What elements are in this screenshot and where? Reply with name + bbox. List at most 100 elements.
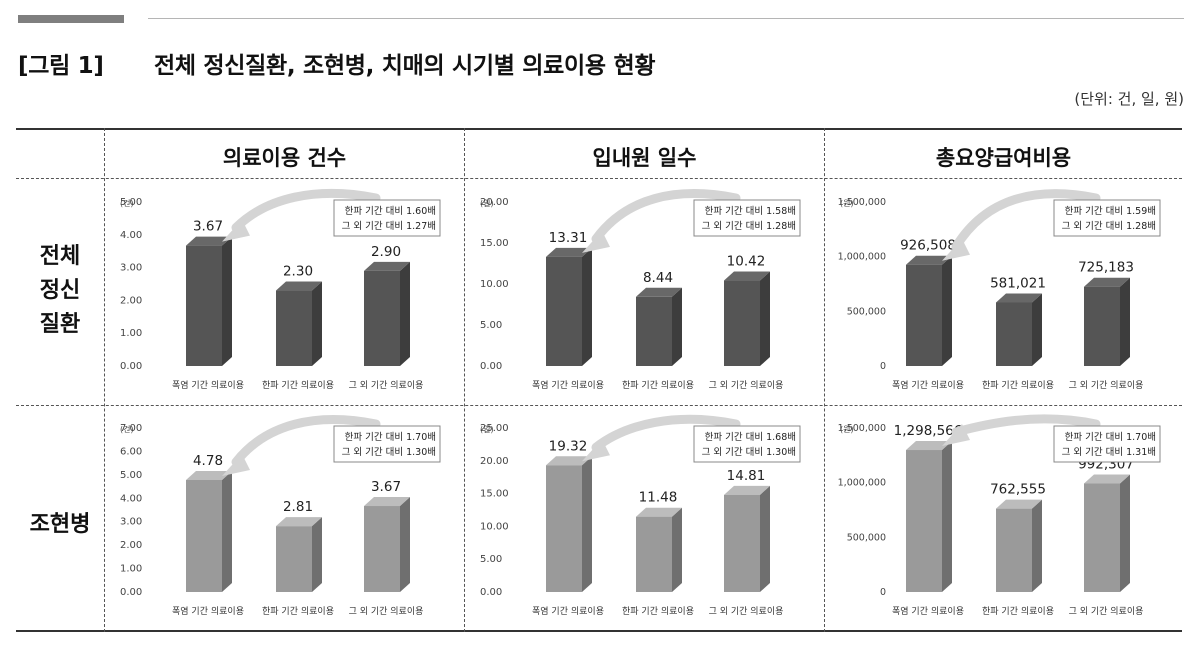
bar [636, 296, 672, 366]
annotation-box [333, 425, 441, 463]
arrow-curve [951, 189, 1101, 252]
bar-side [1120, 474, 1130, 592]
figure-title: [그림 1] 전체 정신질환, 조현병, 치매의 시기별 의료이용 현황 [18, 46, 655, 80]
bar-top [724, 271, 770, 281]
category-label: 폭염 기간 의료이용 [172, 606, 244, 617]
y-tick-label: 0.00 [480, 587, 502, 598]
data-label: 10.42 [727, 254, 766, 270]
category-label: 한파 기간 의료이용 [262, 380, 334, 391]
column-header-cost: 총요양급여비용 [935, 146, 1072, 170]
data-label: 2.30 [283, 264, 313, 280]
bar-chart: (일) 0.00 5.00 10.00 15.00 20.00 25.00 19.32 폭염 기… [480, 414, 801, 617]
y-tick-label: 3.00 [120, 517, 142, 528]
column-header-visits: 의료이용 건수 [222, 146, 347, 170]
y-tick-label: 1,000,000 [838, 252, 886, 263]
category-label: 폭염 기간 의료이용 [892, 380, 964, 391]
bar-top [546, 456, 592, 466]
bar-side [760, 271, 770, 366]
arrow-curve [231, 188, 381, 233]
annotation-box [693, 199, 801, 237]
accent-bar [18, 15, 124, 23]
category-label: 한파 기간 의료이용 [262, 606, 334, 617]
y-tick-label: 4.00 [120, 230, 142, 241]
bar [186, 245, 222, 366]
bar [996, 508, 1032, 592]
y-tick-label: 0 [880, 361, 886, 372]
bar-top [186, 471, 232, 481]
bar [906, 450, 942, 592]
row-separator [16, 405, 1182, 406]
y-tick-label: 25.00 [480, 423, 509, 434]
bar [276, 290, 312, 366]
bar-top [636, 507, 682, 517]
row-header-line: 정신 [39, 278, 81, 303]
arrow-head [222, 219, 250, 242]
y-tick-label: 5.00 [480, 554, 502, 565]
y-tick-label: 6.00 [120, 446, 142, 457]
category-label: 폭염 기간 의료이용 [532, 606, 604, 617]
data-label: 725,183 [1078, 260, 1134, 276]
annotation-line: 그 외 기간 대비 1.28배 [702, 220, 796, 232]
annotation-box [333, 199, 441, 237]
bar-side [1120, 277, 1130, 366]
y-tick-label: 1,500,000 [838, 197, 886, 208]
arrow-curve [951, 414, 1101, 437]
bar-side [312, 281, 322, 366]
bar [186, 480, 222, 592]
category-label: 그 외 기간 의료이용 [1069, 605, 1144, 617]
arrow-head [942, 424, 970, 447]
annotation-box [693, 425, 801, 463]
category-label: 그 외 기간 의료이용 [349, 605, 424, 617]
data-label: 19.32 [549, 438, 588, 454]
data-label: 4.78 [193, 453, 223, 469]
data-label: 3.67 [371, 479, 401, 495]
y-unit-label: (원) [840, 199, 854, 208]
annotation-box [1053, 425, 1161, 463]
row-header-line: 전체 [39, 244, 81, 269]
bar-chart: (원) 0 500,000 1,000,000 1,500,000 926,508 폭염 기… [838, 189, 1161, 391]
y-unit-label: (건) [120, 198, 134, 208]
arrow-curve [591, 189, 741, 244]
category-label: 폭염 기간 의료이용 [892, 606, 964, 617]
annotation-line: 그 외 기간 대비 1.30배 [342, 446, 436, 458]
bar-side [760, 485, 770, 592]
data-label: 14.81 [727, 468, 766, 484]
y-tick-label: 0.00 [120, 361, 142, 372]
y-unit-label: (건) [120, 424, 134, 434]
y-tick-label: 1,500,000 [838, 423, 886, 434]
annotation-line: 그 외 기간 대비 1.28배 [1062, 220, 1156, 232]
figure-number: [그림 1] [18, 53, 104, 79]
annotation-line: 한파 기간 대비 1.68배 [705, 432, 796, 443]
y-tick-label: 1.00 [120, 328, 142, 339]
bar-top [996, 293, 1042, 303]
header-separator [16, 178, 1182, 179]
annotation-line: 한파 기간 대비 1.70배 [345, 432, 436, 443]
bar-side [222, 236, 232, 366]
col-separator-2 [464, 128, 465, 632]
y-tick-label: 3.00 [120, 263, 142, 274]
bar-side [942, 441, 952, 592]
bar-top [364, 497, 410, 507]
data-label: 1,298,566 [894, 423, 963, 439]
chart-panel-all-cost: (원) 0 500,000 1,000,000 1,500,000 926,508 폭염 기… [826, 180, 1184, 404]
bar-side [582, 247, 592, 366]
y-tick-label: 7.00 [120, 423, 142, 434]
y-tick-label: 1.00 [120, 564, 142, 575]
col-separator-1 [104, 128, 105, 632]
data-label: 8.44 [643, 270, 673, 286]
arrow-curve [591, 414, 741, 452]
annotation-line: 한파 기간 대비 1.60배 [345, 206, 436, 217]
bar-side [222, 471, 232, 592]
y-tick-label: 15.00 [480, 489, 509, 500]
bar-top [546, 247, 592, 257]
category-label: 한파 기간 의료이용 [982, 606, 1054, 617]
column-header-days: 입내원 일수 [592, 146, 697, 170]
bar-top [1084, 474, 1130, 484]
category-label: 그 외 기간 의료이용 [349, 379, 424, 391]
top-rule [148, 18, 1184, 19]
data-label: 762,555 [990, 482, 1046, 498]
table-top-rule [16, 128, 1182, 130]
bar [724, 494, 760, 592]
data-label: 2.90 [371, 244, 401, 260]
category-label: 한파 기간 의료이용 [982, 380, 1054, 391]
